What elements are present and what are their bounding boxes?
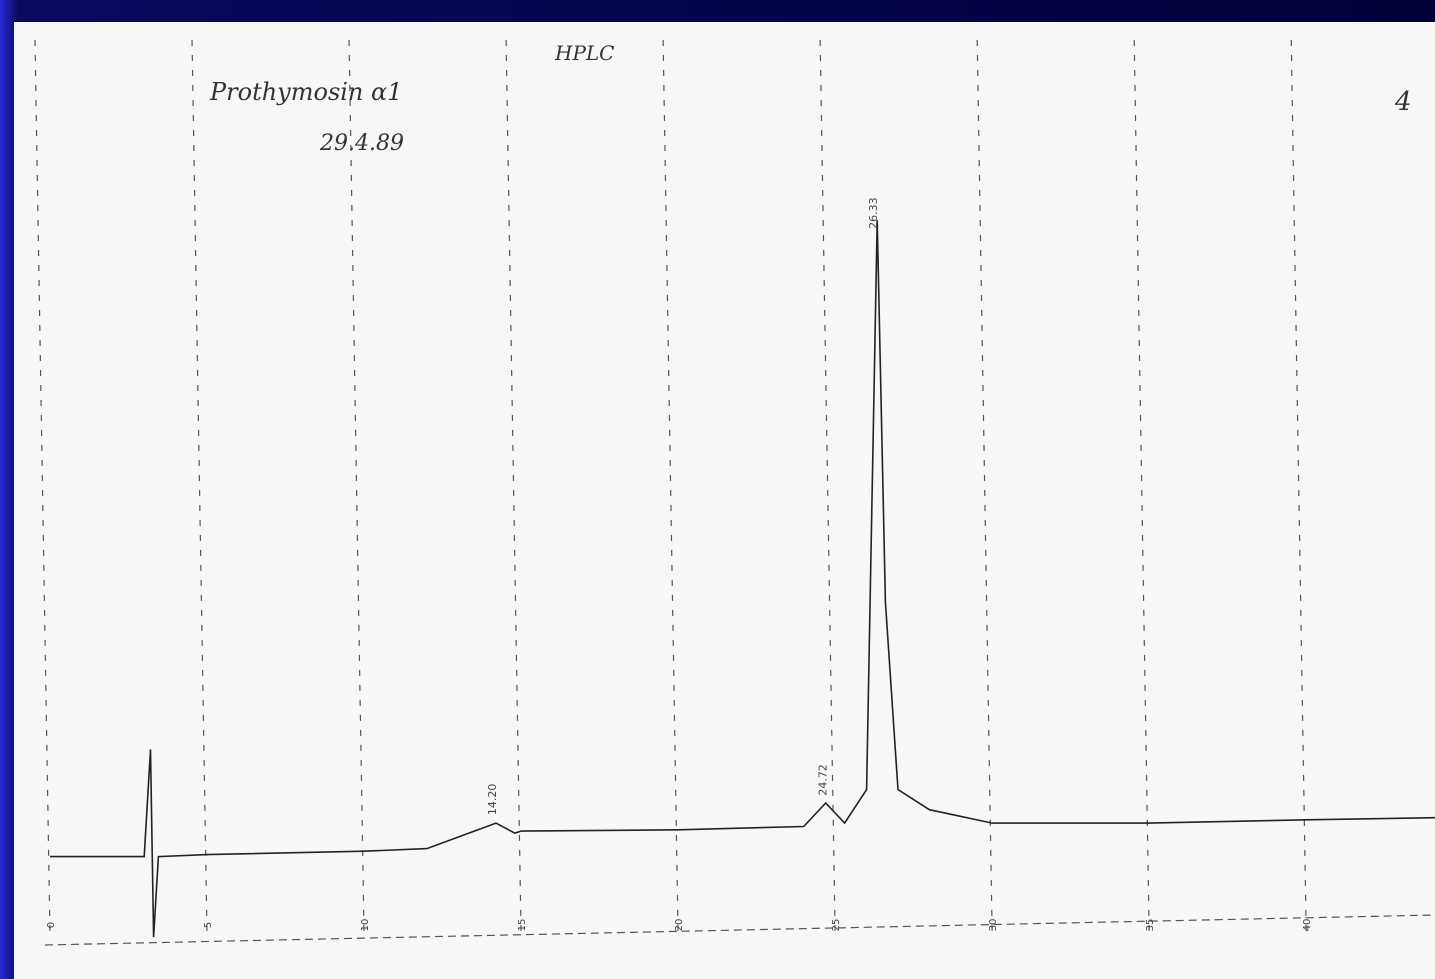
date: 29.4.89 [319, 131, 404, 156]
x-tick-label: 20 [674, 919, 685, 932]
peak-label: 26.33 [867, 197, 880, 229]
x-tick-label: 0 [46, 922, 57, 928]
peak-label: 24.72 [816, 764, 829, 796]
x-tick-label: 25 [831, 919, 842, 932]
x-axis [44, 914, 1435, 946]
x-tick-label: 10 [360, 919, 371, 932]
grid-line [976, 39, 993, 936]
grid-line [1133, 39, 1150, 936]
x-tick-label: 35 [1145, 919, 1156, 932]
trace [50, 220, 1435, 938]
page-number: 4 [1394, 87, 1412, 117]
grid-line [819, 39, 836, 936]
grid-line [662, 39, 679, 936]
chart-title: HPLC [554, 41, 614, 65]
grid-line [1290, 39, 1307, 936]
grid-line [191, 39, 208, 936]
grid-line [505, 39, 522, 936]
x-tick-label: 30 [988, 919, 999, 932]
note: Prothymosin α1 [209, 78, 403, 106]
paper [14, 22, 1435, 979]
grid-line [34, 39, 51, 936]
x-tick-label: 40 [1302, 919, 1313, 932]
peak-label: 14.20 [486, 784, 499, 816]
grid-line [348, 39, 365, 936]
x-tick-label: 15 [517, 919, 528, 932]
x-tick-label: 5 [203, 922, 214, 928]
